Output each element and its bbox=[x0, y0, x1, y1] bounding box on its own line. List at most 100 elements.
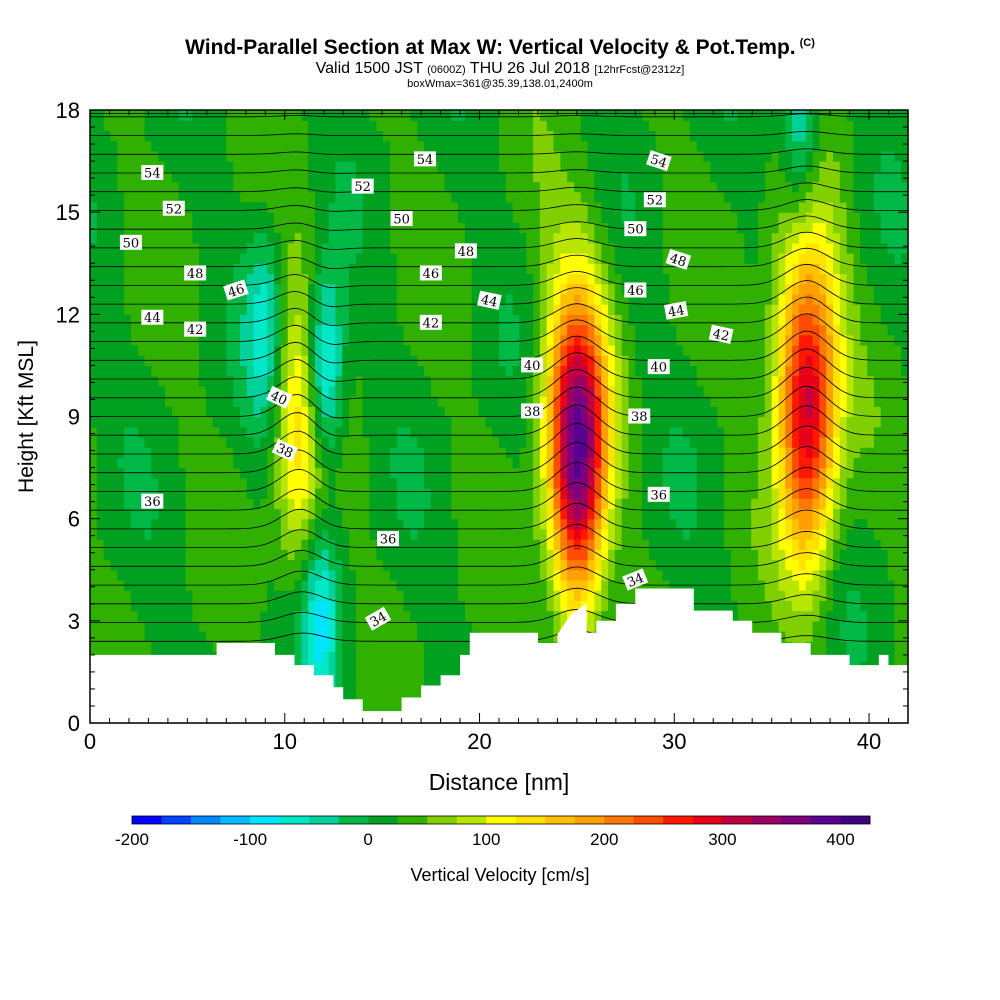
x-axis-label: Distance [nm] bbox=[429, 769, 570, 795]
title-main: Wind-Parallel Section at Max W: Vertical… bbox=[185, 36, 796, 59]
contour-label-15: 44 bbox=[141, 309, 164, 326]
contour-label-text: 40 bbox=[524, 359, 541, 374]
contour-label-text: 36 bbox=[144, 495, 161, 510]
colorbar-swatch bbox=[633, 816, 664, 824]
theta-contour-line bbox=[90, 330, 908, 364]
contour-label-8: 50 bbox=[624, 221, 647, 238]
contour-label-3: 52 bbox=[162, 200, 185, 217]
contour-label-box bbox=[119, 234, 142, 250]
contour-label-text: 38 bbox=[524, 405, 541, 420]
x-tick-label: 10 bbox=[273, 729, 297, 754]
contour-label-box bbox=[141, 309, 164, 325]
y-tick-label: 12 bbox=[56, 302, 80, 327]
contour-label-9: 48 bbox=[184, 265, 207, 282]
contour-label-16: 44 bbox=[477, 290, 502, 311]
terrain bbox=[90, 588, 908, 723]
colorbar-swatch bbox=[486, 816, 517, 824]
contour-label-27: 36 bbox=[141, 493, 164, 510]
x-tick-label: 20 bbox=[467, 729, 491, 754]
contour-label-box bbox=[647, 359, 670, 375]
contour-label-box bbox=[521, 357, 544, 373]
forecast-info: [12hrFcst@2312z] bbox=[594, 64, 685, 76]
colorbar-tick-label: 200 bbox=[590, 830, 618, 849]
theta-contour-line bbox=[90, 199, 908, 212]
contour-label-29: 36 bbox=[647, 486, 670, 503]
colorbar-tick-label: -200 bbox=[115, 830, 149, 849]
contour-label-text: 52 bbox=[165, 202, 182, 217]
contour-label-text: 50 bbox=[627, 223, 644, 238]
theta-contour-line bbox=[90, 442, 908, 474]
colorbar-swatch bbox=[722, 816, 753, 824]
y-tick-label: 15 bbox=[56, 200, 80, 225]
theta-contour-line bbox=[90, 231, 908, 250]
y-tick-label: 18 bbox=[56, 98, 80, 123]
contour-label-11: 48 bbox=[665, 248, 692, 270]
theta-contour-line bbox=[90, 502, 908, 530]
colorbar-swatch bbox=[427, 816, 458, 824]
contour-label-text: 48 bbox=[187, 267, 204, 282]
colorbar-swatch bbox=[279, 816, 310, 824]
contour-label-box bbox=[390, 210, 413, 226]
contour-label-7: 50 bbox=[390, 210, 413, 227]
colorbar-swatch bbox=[368, 816, 398, 824]
contour-label-text: 54 bbox=[144, 167, 161, 182]
theta-contour-line bbox=[90, 482, 908, 511]
contour-label-text: 54 bbox=[648, 152, 668, 171]
chart-title: Wind-Parallel Section at Max W: Vertical… bbox=[0, 36, 1000, 60]
colorbar-swatch bbox=[781, 816, 812, 824]
contour-label-text: 54 bbox=[417, 153, 434, 168]
y-tick-label: 0 bbox=[68, 711, 80, 736]
contour-label-31: 34 bbox=[622, 568, 649, 591]
contour-label-box bbox=[419, 314, 442, 330]
colorbar-swatch bbox=[604, 816, 635, 824]
contour-label-text: 50 bbox=[393, 212, 410, 227]
contour-label-text: 46 bbox=[627, 284, 644, 299]
x-tick-label: 0 bbox=[84, 729, 96, 754]
theta-contour-line bbox=[90, 313, 908, 345]
theta-contour-line bbox=[90, 215, 908, 231]
colorbar-swatch bbox=[545, 816, 576, 824]
potential-temperature-contours bbox=[90, 113, 908, 642]
x-axis: 0 10 20 30 40 Distance [nm] bbox=[84, 110, 909, 795]
contour-label-1: 54 bbox=[413, 151, 436, 168]
colorbar-swatch bbox=[250, 816, 280, 824]
contour-label-box bbox=[646, 150, 672, 172]
contour-label-text: 34 bbox=[368, 609, 390, 630]
contour-label-6: 50 bbox=[119, 234, 142, 251]
theta-contour-line bbox=[90, 566, 908, 586]
colorbar-frame bbox=[131, 815, 871, 825]
contour-label-4: 52 bbox=[351, 178, 374, 195]
colorbar-swatch bbox=[338, 816, 369, 824]
contour-label-text: 46 bbox=[423, 267, 440, 282]
y-tick-label: 9 bbox=[68, 405, 80, 430]
contour-label-14: 46 bbox=[624, 282, 647, 299]
theta-contour-line bbox=[90, 608, 908, 623]
contour-label-box bbox=[454, 243, 477, 259]
colorbar-swatch bbox=[692, 816, 723, 824]
contour-label-box bbox=[351, 178, 374, 194]
contour-label-30: 34 bbox=[364, 606, 392, 631]
theta-contour-line bbox=[90, 113, 908, 118]
contour-label-text: 36 bbox=[650, 488, 667, 503]
colorbar-swatch bbox=[663, 816, 694, 824]
theta-contour-line bbox=[90, 296, 908, 327]
contour-label-box bbox=[477, 290, 502, 310]
theta-contour-line bbox=[90, 461, 908, 492]
theta-contour-line bbox=[90, 422, 908, 455]
contour-label-box bbox=[665, 248, 692, 270]
colorbar-swatch bbox=[515, 816, 546, 824]
theta-contour-line bbox=[90, 165, 908, 174]
box-wmax-info: boxWmax=361@35.39,138.01,2400m bbox=[407, 78, 593, 90]
contour-label-text: 48 bbox=[458, 245, 475, 260]
theta-contour-line bbox=[90, 247, 908, 270]
colorbar-swatch bbox=[574, 816, 605, 824]
colorbar-tick-label: 400 bbox=[826, 830, 854, 849]
y-axis: 0 36 9 12 15 18 Height [Kft MSL] bbox=[15, 98, 908, 736]
contour-label-23: 40 bbox=[647, 359, 670, 376]
utc-time: (0600Z) bbox=[427, 64, 466, 76]
y-axis-label: Height [Kft MSL] bbox=[15, 340, 38, 493]
contour-label-box bbox=[643, 192, 666, 208]
contour-label-5: 52 bbox=[643, 192, 666, 209]
contour-label-box bbox=[622, 568, 649, 591]
